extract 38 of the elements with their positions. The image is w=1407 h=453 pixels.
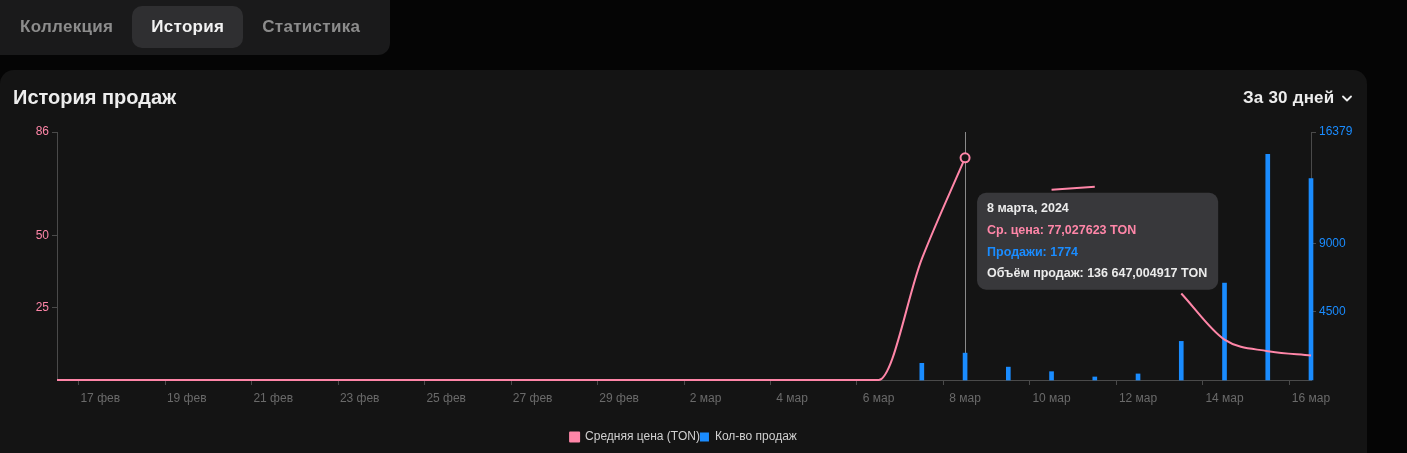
y-tick-label: 50 (35, 228, 50, 243)
x-tick-label: 17 фев (80, 390, 121, 405)
text: Коллекция (19, 16, 115, 38)
x-tick-label: 27 фев (512, 390, 553, 405)
x-tick-label: 2 мар (689, 390, 722, 405)
text: Статистика (261, 16, 362, 38)
y2-tick-label: 4500 (1319, 304, 1347, 319)
x-tick-label: 14 мар (1205, 390, 1244, 405)
x-tick-label: 21 фев (253, 390, 294, 405)
annotation: Продажи: 1774 (987, 244, 1079, 259)
legend-label: Средняя цена (TON) (585, 429, 700, 444)
selected-tab: История (132, 6, 244, 48)
x-tick-label: 12 мар (1118, 390, 1158, 405)
legend-label: Кол-во продаж (714, 429, 797, 444)
bar (1265, 154, 1271, 381)
x-tick-label: 10 мар (1032, 390, 1072, 405)
bar (1222, 282, 1227, 381)
y2-tick-label: 9000 (1319, 236, 1347, 251)
y2-tick-label: 16379 (1319, 124, 1353, 139)
x-tick-label: 23 фев (339, 390, 380, 405)
bar (1049, 371, 1054, 381)
annotation: Объём продаж: 136 647,004917 TON (987, 266, 1208, 281)
x-tick-label: 29 фев (599, 390, 639, 405)
x-tick-label: 4 мар (776, 390, 809, 405)
y-tick-label: 86 (35, 124, 50, 139)
chart-title: История продаж (13, 86, 177, 109)
bar (919, 363, 925, 381)
bar (1005, 366, 1011, 381)
y-tick-label: 25 (35, 300, 50, 315)
annotation: Ср. цена: 77,027623 TON (987, 223, 1137, 238)
x-tick-label: 16 мар (1291, 390, 1331, 405)
x-tick-label: 8 мар (949, 390, 982, 405)
x-tick-label: 6 мар (862, 390, 895, 405)
annotation: 8 марта, 2024 (987, 201, 1069, 216)
bar (1178, 341, 1184, 381)
x-tick-label: 19 фев (166, 390, 207, 405)
x-tick-label: 25 фев (426, 390, 466, 405)
text: За 30 дней (1243, 88, 1335, 108)
